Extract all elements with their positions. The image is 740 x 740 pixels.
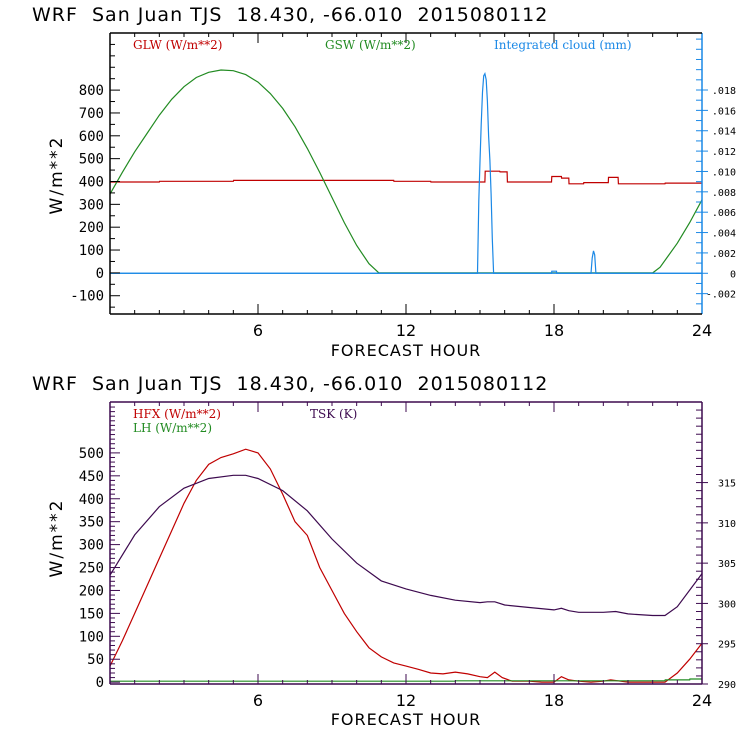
y-tick-label: 500 [79, 446, 104, 462]
y-tick-label: 300 [79, 197, 104, 213]
y-tick-label: 0 [96, 675, 104, 691]
y2-tick-label: .018 [712, 86, 736, 97]
axes-layer: 6 12 18 24 -100 0 100 200 300 400 500 600 700 800 -.00… [70, 32, 736, 340]
x-tick-label: 24 [692, 691, 712, 710]
legend-hfx: HFX (W/m**2) [133, 407, 221, 421]
heat-flux-chart: WRF San Juan TJS 18.430, -66.010 2015080… [32, 373, 736, 729]
series-layer [109, 448, 703, 683]
y-tick-label: 700 [79, 106, 104, 122]
radiation-cloud-chart: WRF San Juan TJS 18.430, -66.010 2015080… [32, 4, 736, 360]
y2-tick-label: .012 [712, 147, 736, 158]
legend-lh: LH (W/m**2) [133, 421, 212, 435]
x-tick-label: 18 [544, 321, 564, 340]
x-axis-label: FORECAST HOUR [331, 710, 482, 729]
y-tick-label: 400 [79, 174, 104, 190]
series-line-glw [110, 170, 702, 185]
legend-gsw: GSW (W/m**2) [325, 38, 416, 52]
y2-tick-label: .016 [712, 106, 736, 117]
axes-layer: 6 12 18 24 0 50 100 150 200 250 300 350 400 450 500 290… [79, 401, 736, 710]
y-tick-label: 50 [87, 652, 104, 668]
y2-tick-label: 0 [730, 269, 736, 280]
y2-tick-label: .006 [712, 208, 736, 219]
x-tick-label: 18 [544, 691, 564, 710]
y2-tick-label: 300 [718, 599, 736, 610]
y2-tick-label: .008 [712, 188, 736, 199]
series-line-hfx [109, 448, 703, 683]
legend-glw: GLW (W/m**2) [133, 38, 222, 52]
y2-tick-label: -.002 [706, 290, 736, 301]
y2-tick-label: 305 [718, 559, 736, 570]
y2-tick-label: .002 [712, 249, 736, 260]
chart-title: WRF San Juan TJS 18.430, -66.010 2015080… [32, 373, 548, 395]
y-tick-label: 800 [79, 83, 104, 99]
x-tick-label: 12 [396, 321, 416, 340]
y2-tick-label: 310 [718, 519, 736, 530]
y2-tick-label: .004 [712, 229, 736, 240]
series-line-integrated [110, 72, 702, 274]
y-tick-label: 350 [79, 515, 104, 531]
y-tick-label: 150 [79, 606, 104, 622]
legend-tsk: TSK (K) [310, 407, 357, 421]
x-axis-label: FORECAST HOUR [331, 341, 482, 360]
y2-tick-label: .010 [712, 167, 736, 178]
series-line-gsw [109, 69, 703, 274]
legend-integrated-cloud: Integrated cloud (mm) [494, 38, 632, 52]
y2-tick-label: .014 [712, 127, 736, 138]
y-tick-label: 100 [79, 629, 104, 645]
y-tick-label: -100 [70, 289, 104, 305]
y-tick-label: 400 [79, 492, 104, 508]
chart-title: WRF San Juan TJS 18.430, -66.010 2015080… [32, 4, 548, 26]
y-tick-label: 300 [79, 538, 104, 554]
series-layer [109, 69, 703, 274]
x-tick-label: 12 [396, 691, 416, 710]
y2-tick-label: 295 [718, 640, 736, 651]
y-tick-label: 200 [79, 220, 104, 236]
x-tick-label: 6 [253, 691, 263, 710]
y-tick-label: 450 [79, 469, 104, 485]
y-axis-label: W/m**2 [47, 136, 67, 215]
x-tick-label: 24 [692, 321, 712, 340]
y-tick-label: 0 [96, 266, 104, 282]
y-tick-label: 600 [79, 129, 104, 145]
y2-tick-label: 290 [718, 680, 736, 691]
series-line-tsk [109, 474, 703, 617]
y-tick-label: 500 [79, 152, 104, 168]
y-tick-label: 200 [79, 583, 104, 599]
y-axis-label: W/m**2 [47, 499, 67, 578]
y-tick-label: 250 [79, 561, 104, 577]
x-tick-label: 6 [253, 321, 263, 340]
y-tick-label: 100 [79, 243, 104, 259]
y2-tick-label: 315 [718, 479, 736, 490]
